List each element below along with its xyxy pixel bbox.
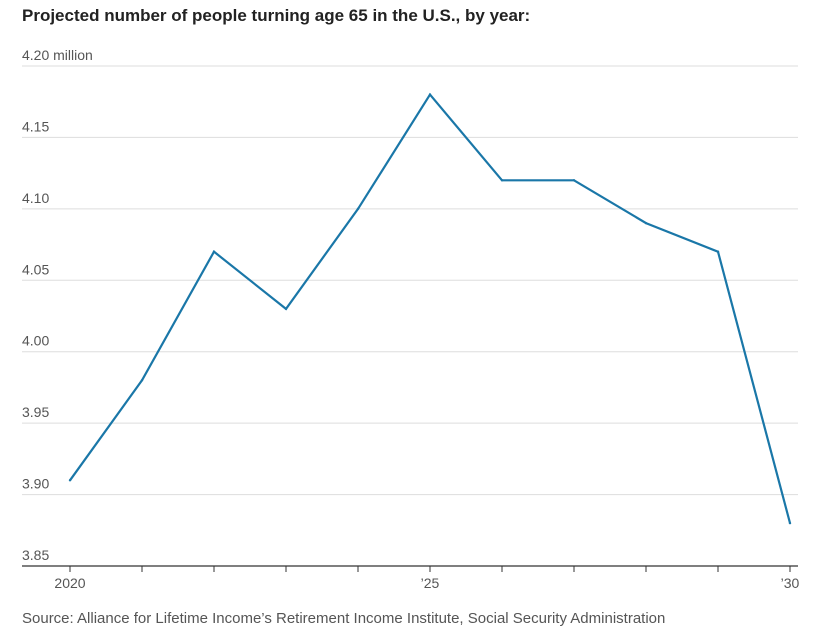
chart-title: Projected number of people turning age 6…: [22, 6, 531, 25]
y-axis-tick-labels: 4.20 million 4.15 4.10 4.05 4.00 3.95 3.90 3.85: [22, 47, 93, 563]
data-point: [68, 479, 72, 482]
data-point: [644, 221, 648, 225]
data-points: [68, 93, 792, 525]
x-axis-ticks: 2020 ’25 ’30: [54, 566, 800, 591]
y-tick-label: 4.10: [22, 190, 49, 206]
data-point: [716, 250, 720, 253]
data-point: [140, 379, 144, 382]
grid-lines: [22, 65, 798, 567]
y-tick-label: 3.85: [22, 547, 49, 563]
data-point: [572, 179, 576, 182]
data-point: [356, 207, 360, 211]
series-lines: [69, 92, 792, 524]
y-tick-label: 4.20 million: [22, 47, 93, 63]
y-tick-label: 3.90: [22, 476, 49, 492]
y-tick-label: 4.15: [22, 118, 49, 134]
data-point: [212, 250, 216, 253]
series-line: [69, 92, 792, 524]
data-point: [284, 307, 288, 311]
source-note: Source: Alliance for Lifetime Income’s R…: [22, 610, 666, 627]
y-tick-label: 4.00: [22, 333, 49, 349]
x-tick-label: ’25: [421, 575, 440, 591]
y-tick-label: 3.95: [22, 404, 49, 420]
y-tick-label: 4.05: [22, 261, 49, 277]
data-point: [788, 521, 792, 525]
data-point: [428, 93, 432, 96]
data-point: [500, 179, 504, 182]
x-tick-label: ’30: [781, 575, 800, 591]
x-tick-label: 2020: [54, 575, 85, 591]
